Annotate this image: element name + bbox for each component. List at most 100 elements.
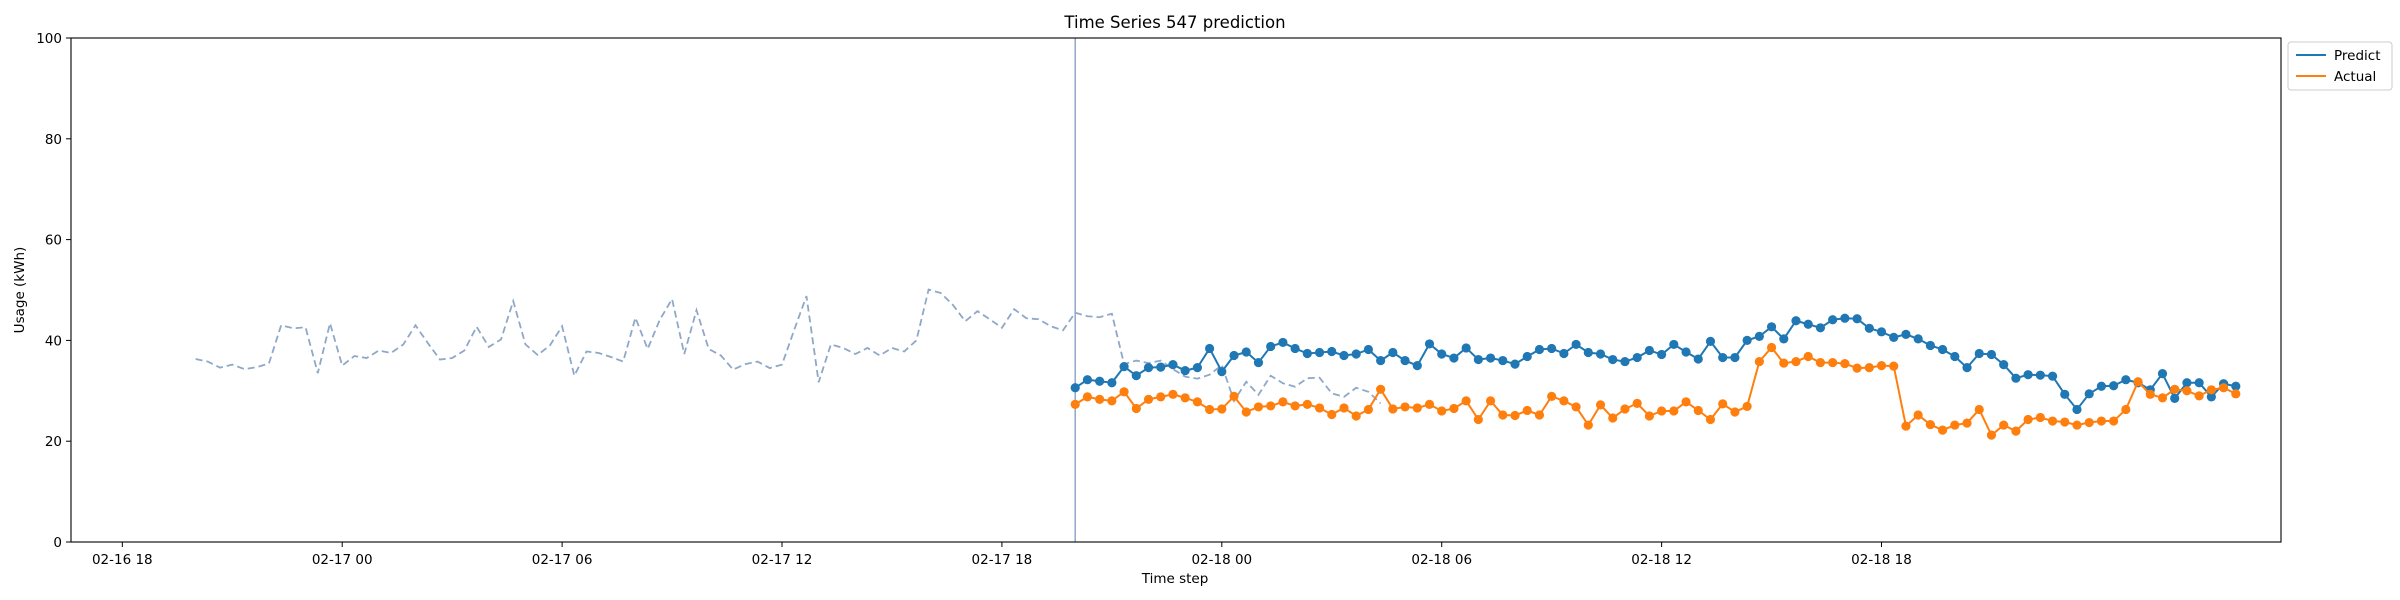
actual-point-14 bbox=[1241, 407, 1251, 417]
actual-point-13 bbox=[1229, 391, 1239, 401]
actual-point-69 bbox=[1913, 410, 1923, 420]
actual-point-85 bbox=[2109, 416, 2119, 426]
predict-point-70 bbox=[1925, 340, 1935, 351]
predict-point-36 bbox=[1510, 359, 1520, 369]
predict-point-5 bbox=[1131, 371, 1141, 381]
predict-point-21 bbox=[1327, 346, 1337, 357]
predict-point-7 bbox=[1156, 362, 1166, 372]
predict-point-86 bbox=[2121, 375, 2131, 385]
actual-point-2 bbox=[1095, 394, 1105, 404]
predict-point-28 bbox=[1412, 361, 1422, 371]
legend: Predict Actual bbox=[2287, 41, 2393, 91]
actual-point-44 bbox=[1608, 413, 1618, 423]
x-tick-label-7: 02-18 12 bbox=[1631, 552, 1692, 568]
actual-point-25 bbox=[1376, 384, 1386, 394]
predict-point-53 bbox=[1718, 352, 1728, 363]
actual-point-18 bbox=[1290, 401, 1300, 411]
predict-point-17 bbox=[1278, 337, 1288, 348]
predict-point-91 bbox=[2182, 378, 2192, 388]
actual-point-38 bbox=[1534, 410, 1545, 420]
predict-point-75 bbox=[1986, 349, 1997, 360]
actual-point-89 bbox=[2157, 393, 2168, 403]
actual-point-82 bbox=[2072, 420, 2082, 430]
y-tick-label-2: 40 bbox=[45, 333, 62, 349]
actual-point-20 bbox=[1314, 403, 1325, 413]
predict-point-67 bbox=[1889, 332, 1899, 342]
predict-point-57 bbox=[1766, 322, 1777, 332]
predict-point-52 bbox=[1705, 336, 1716, 347]
actual-point-68 bbox=[1901, 421, 1911, 431]
plot-frame bbox=[70, 37, 2282, 543]
predict-point-72 bbox=[1950, 351, 1960, 362]
chart-title: Time Series 547 prediction bbox=[1063, 13, 1285, 32]
actual-point-53 bbox=[1718, 399, 1728, 409]
predict-point-79 bbox=[2035, 370, 2045, 380]
actual-point-6 bbox=[1143, 394, 1154, 404]
predict-point-8 bbox=[1168, 359, 1178, 370]
actual-point-16 bbox=[1266, 401, 1276, 411]
actual-point-86 bbox=[2121, 404, 2131, 415]
actual-point-75 bbox=[1986, 430, 1997, 440]
actual-point-0 bbox=[1070, 399, 1080, 410]
predict-point-2 bbox=[1095, 376, 1105, 386]
predict-point-9 bbox=[1180, 366, 1190, 376]
actual-point-28 bbox=[1412, 403, 1422, 413]
actual-point-51 bbox=[1693, 405, 1703, 416]
x-tick-label-5: 02-18 00 bbox=[1191, 552, 1252, 568]
predict-point-56 bbox=[1754, 331, 1764, 341]
actual-point-46 bbox=[1632, 398, 1642, 408]
actual-point-31 bbox=[1449, 403, 1459, 414]
x-tick-label-8: 02-18 18 bbox=[1851, 552, 1912, 568]
predict-point-74 bbox=[1974, 348, 1984, 359]
predict-point-59 bbox=[1791, 316, 1801, 326]
actual-point-67 bbox=[1889, 361, 1899, 371]
actual-point-19 bbox=[1302, 399, 1312, 410]
predict-point-54 bbox=[1730, 352, 1740, 363]
x-tick-label-0: 02-16 18 bbox=[92, 552, 153, 568]
predict-point-93 bbox=[2206, 392, 2216, 402]
predict-point-41 bbox=[1571, 339, 1581, 350]
y-tick-label-3: 60 bbox=[45, 233, 62, 249]
x-tick-label-2: 02-17 06 bbox=[532, 552, 593, 568]
actual-point-36 bbox=[1510, 410, 1520, 421]
predict-point-83 bbox=[2084, 389, 2094, 399]
predict-point-35 bbox=[1498, 355, 1508, 366]
actual-point-11 bbox=[1205, 404, 1215, 415]
actual-point-60 bbox=[1803, 351, 1813, 362]
actual-point-71 bbox=[1938, 425, 1948, 435]
actual-point-40 bbox=[1559, 396, 1569, 406]
actual-point-9 bbox=[1180, 393, 1190, 403]
actual-point-93 bbox=[2206, 385, 2216, 395]
predict-point-61 bbox=[1815, 323, 1826, 333]
predict-point-0 bbox=[1070, 383, 1080, 393]
actual-point-39 bbox=[1547, 391, 1557, 401]
y-tick-label-5: 100 bbox=[36, 31, 62, 47]
actual-point-64 bbox=[1852, 363, 1862, 373]
actual-point-65 bbox=[1864, 363, 1874, 373]
actual-point-4 bbox=[1119, 387, 1129, 397]
predict-point-18 bbox=[1290, 343, 1300, 354]
actual-point-57 bbox=[1766, 342, 1777, 353]
predict-point-43 bbox=[1595, 349, 1606, 359]
actual-point-59 bbox=[1791, 356, 1801, 367]
actual-point-12 bbox=[1217, 404, 1227, 414]
predict-point-58 bbox=[1779, 334, 1789, 344]
actual-point-43 bbox=[1595, 400, 1606, 410]
actual-point-94 bbox=[2218, 383, 2229, 393]
predict-point-51 bbox=[1693, 354, 1703, 364]
predict-point-25 bbox=[1376, 355, 1386, 366]
predict-point-14 bbox=[1241, 347, 1251, 357]
y-tick-label-4: 80 bbox=[45, 132, 62, 148]
predict-point-30 bbox=[1437, 349, 1447, 359]
predict-point-78 bbox=[2023, 370, 2033, 380]
actual-point-70 bbox=[1925, 419, 1935, 430]
actual-point-62 bbox=[1828, 357, 1838, 368]
y-tick-label-0: 0 bbox=[53, 535, 62, 551]
predict-point-38 bbox=[1534, 344, 1545, 355]
actual-point-91 bbox=[2182, 386, 2192, 396]
actual-point-15 bbox=[1253, 402, 1264, 412]
predict-point-42 bbox=[1583, 347, 1593, 358]
actual-point-8 bbox=[1168, 389, 1178, 399]
predict-point-90 bbox=[2170, 393, 2180, 403]
